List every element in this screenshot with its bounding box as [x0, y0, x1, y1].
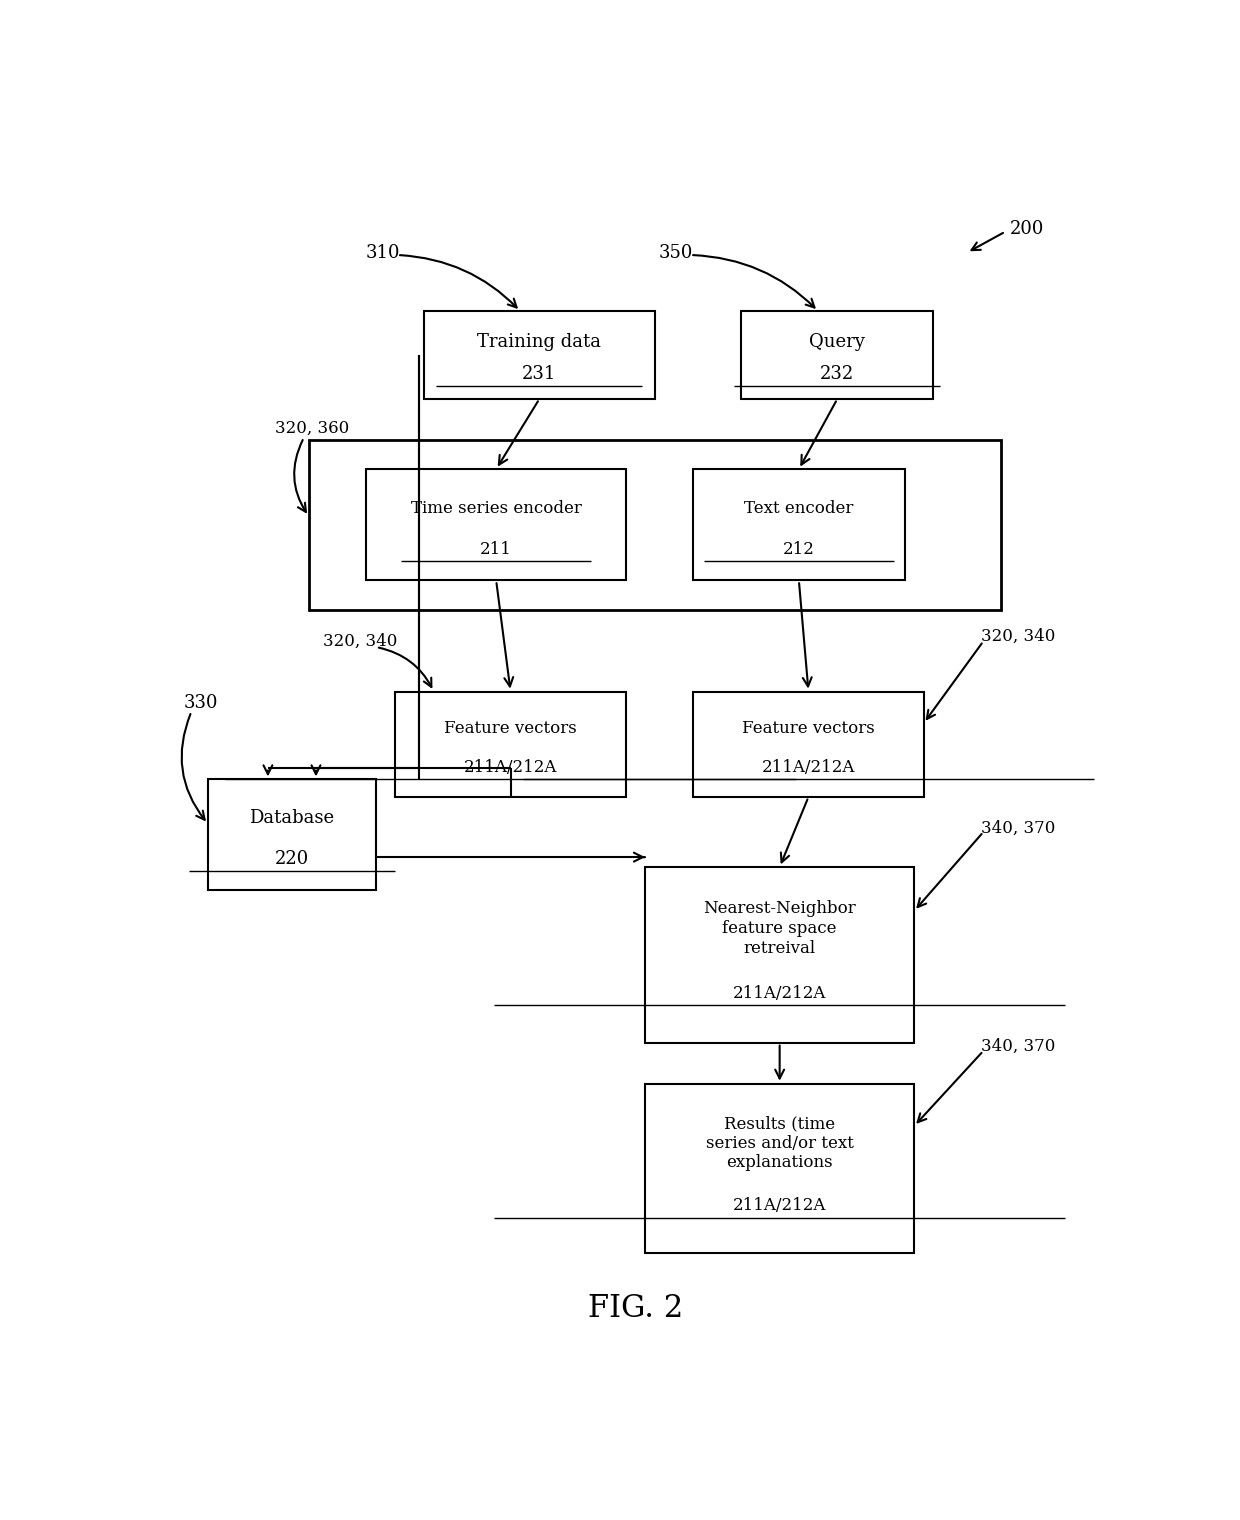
FancyBboxPatch shape — [367, 470, 626, 581]
Text: 350: 350 — [658, 243, 693, 261]
Text: Nearest-Neighbor
feature space
retreival: Nearest-Neighbor feature space retreival — [703, 900, 856, 956]
Text: FIG. 2: FIG. 2 — [588, 1294, 683, 1324]
Text: Results (time
series and/or text
explanations: Results (time series and/or text explana… — [706, 1114, 853, 1170]
Text: 211A/212A: 211A/212A — [761, 758, 856, 775]
Text: 200: 200 — [1011, 220, 1044, 239]
Text: 320, 340: 320, 340 — [324, 632, 398, 649]
Text: 220: 220 — [275, 850, 309, 868]
Text: 310: 310 — [366, 243, 401, 261]
Text: 211A/212A: 211A/212A — [733, 985, 826, 1002]
Text: Time series encoder: Time series encoder — [410, 500, 582, 517]
Text: 211A/212A: 211A/212A — [464, 758, 557, 775]
Text: Feature vectors: Feature vectors — [742, 720, 875, 737]
FancyBboxPatch shape — [208, 780, 376, 891]
Text: 320, 360: 320, 360 — [275, 420, 350, 436]
FancyBboxPatch shape — [693, 470, 905, 581]
FancyBboxPatch shape — [396, 692, 626, 796]
FancyBboxPatch shape — [693, 692, 924, 796]
Text: Text encoder: Text encoder — [744, 500, 853, 517]
FancyBboxPatch shape — [309, 439, 1001, 610]
Text: Training data: Training data — [477, 333, 601, 351]
Text: 231: 231 — [522, 365, 557, 383]
Text: Feature vectors: Feature vectors — [444, 720, 577, 737]
Text: 340, 370: 340, 370 — [982, 1038, 1055, 1055]
Text: 212: 212 — [782, 541, 815, 558]
Text: 320, 340: 320, 340 — [982, 628, 1055, 644]
Text: 340, 370: 340, 370 — [982, 819, 1055, 838]
FancyBboxPatch shape — [742, 312, 934, 398]
Text: 232: 232 — [820, 365, 854, 383]
FancyBboxPatch shape — [645, 1084, 914, 1254]
Text: 330: 330 — [184, 695, 218, 713]
FancyBboxPatch shape — [424, 312, 655, 398]
Text: 211A/212A: 211A/212A — [733, 1198, 826, 1214]
Text: Database: Database — [249, 809, 335, 827]
FancyBboxPatch shape — [645, 866, 914, 1043]
Text: 211: 211 — [480, 541, 512, 558]
Text: Query: Query — [810, 333, 866, 351]
